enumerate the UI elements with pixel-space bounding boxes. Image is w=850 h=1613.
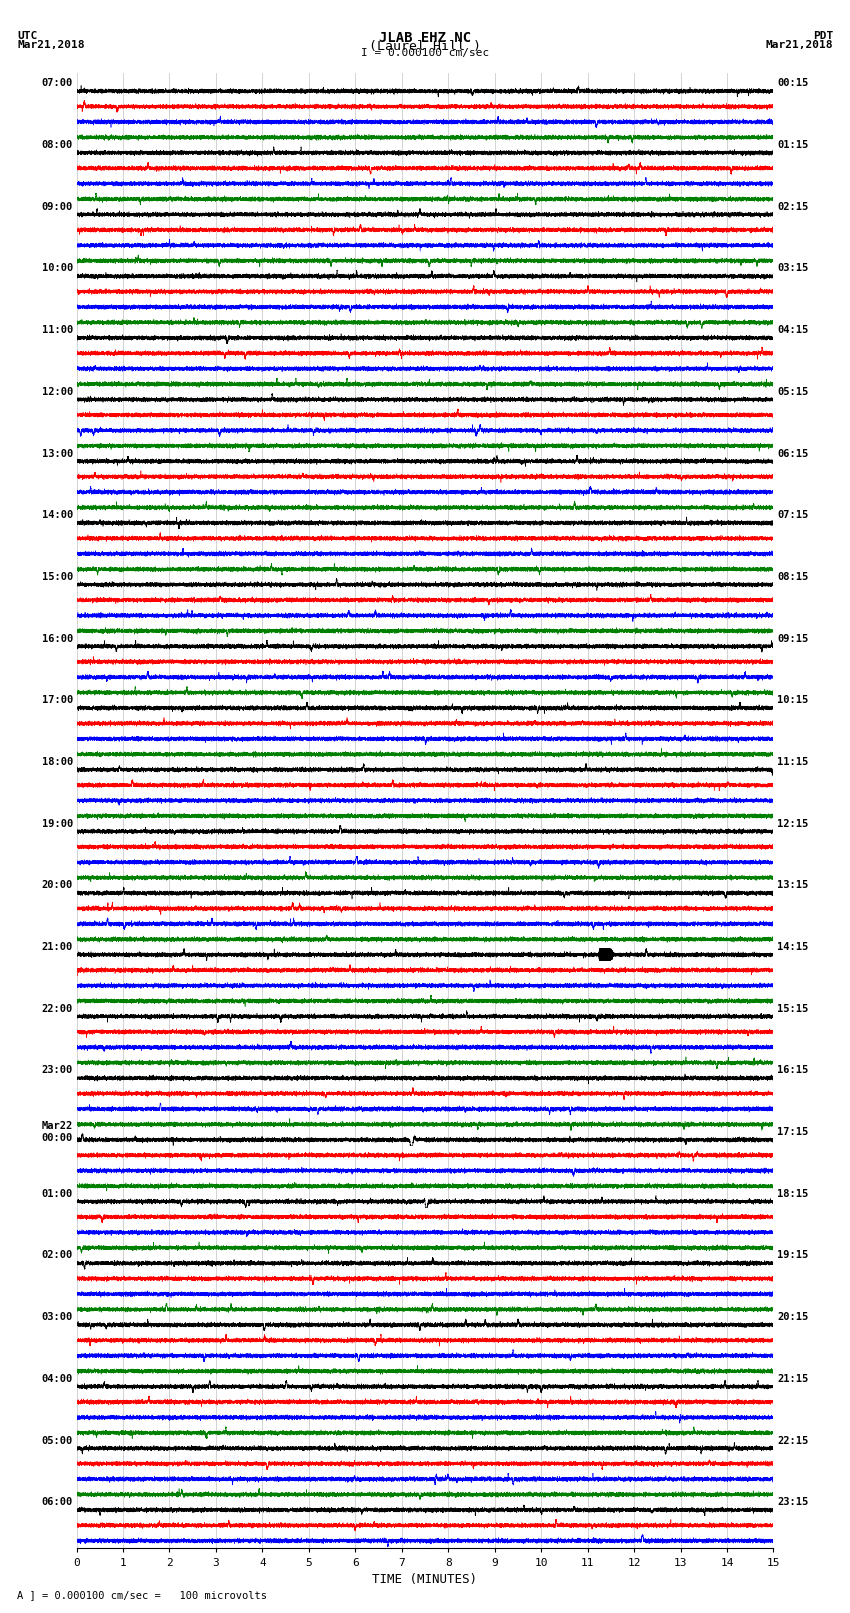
Text: 07:15: 07:15 (777, 510, 808, 521)
Text: 15:00: 15:00 (42, 573, 73, 582)
Text: 11:15: 11:15 (777, 756, 808, 766)
Text: 00:15: 00:15 (777, 79, 808, 89)
Text: 23:15: 23:15 (777, 1497, 808, 1507)
Text: 08:15: 08:15 (777, 573, 808, 582)
Text: A ] = 0.000100 cm/sec =   100 microvolts: A ] = 0.000100 cm/sec = 100 microvolts (17, 1590, 267, 1600)
Text: 02:00: 02:00 (42, 1250, 73, 1260)
X-axis label: TIME (MINUTES): TIME (MINUTES) (372, 1573, 478, 1586)
Text: 17:00: 17:00 (42, 695, 73, 705)
Text: 10:00: 10:00 (42, 263, 73, 274)
Text: 07:00: 07:00 (42, 79, 73, 89)
Text: 21:00: 21:00 (42, 942, 73, 952)
Text: 20:00: 20:00 (42, 881, 73, 890)
Text: 19:00: 19:00 (42, 819, 73, 829)
Text: 08:00: 08:00 (42, 140, 73, 150)
Text: UTC: UTC (17, 31, 37, 42)
Text: 19:15: 19:15 (777, 1250, 808, 1260)
Text: 22:00: 22:00 (42, 1003, 73, 1013)
Text: 12:00: 12:00 (42, 387, 73, 397)
Text: Mar21,2018: Mar21,2018 (766, 39, 833, 50)
Text: 16:15: 16:15 (777, 1066, 808, 1076)
Text: 21:15: 21:15 (777, 1374, 808, 1384)
Text: 16:00: 16:00 (42, 634, 73, 644)
Text: 05:00: 05:00 (42, 1436, 73, 1445)
Text: PDT: PDT (813, 31, 833, 42)
Text: 14:15: 14:15 (777, 942, 808, 952)
Text: 03:00: 03:00 (42, 1311, 73, 1323)
Text: 01:00: 01:00 (42, 1189, 73, 1198)
Text: 02:15: 02:15 (777, 202, 808, 211)
Text: 18:15: 18:15 (777, 1189, 808, 1198)
Text: 23:00: 23:00 (42, 1066, 73, 1076)
Text: 03:15: 03:15 (777, 263, 808, 274)
Text: (Laurel Hill ): (Laurel Hill ) (369, 39, 481, 53)
Text: Mar21,2018: Mar21,2018 (17, 39, 84, 50)
Text: 04:15: 04:15 (777, 326, 808, 336)
Text: 12:15: 12:15 (777, 819, 808, 829)
Text: 04:00: 04:00 (42, 1374, 73, 1384)
Text: 13:00: 13:00 (42, 448, 73, 458)
Text: 18:00: 18:00 (42, 756, 73, 766)
Text: 20:15: 20:15 (777, 1311, 808, 1323)
Text: I = 0.000100 cm/sec: I = 0.000100 cm/sec (361, 47, 489, 58)
Text: 15:15: 15:15 (777, 1003, 808, 1013)
Text: 01:15: 01:15 (777, 140, 808, 150)
Text: 17:15: 17:15 (777, 1127, 808, 1137)
Text: 14:00: 14:00 (42, 510, 73, 521)
Text: 05:15: 05:15 (777, 387, 808, 397)
Text: 10:15: 10:15 (777, 695, 808, 705)
Text: 13:15: 13:15 (777, 881, 808, 890)
Text: Mar22
00:00: Mar22 00:00 (42, 1121, 73, 1144)
Text: 09:00: 09:00 (42, 202, 73, 211)
Text: 09:15: 09:15 (777, 634, 808, 644)
Text: 22:15: 22:15 (777, 1436, 808, 1445)
Text: 06:15: 06:15 (777, 448, 808, 458)
Text: JLAB EHZ NC: JLAB EHZ NC (379, 31, 471, 45)
Text: 06:00: 06:00 (42, 1497, 73, 1507)
Text: 11:00: 11:00 (42, 326, 73, 336)
